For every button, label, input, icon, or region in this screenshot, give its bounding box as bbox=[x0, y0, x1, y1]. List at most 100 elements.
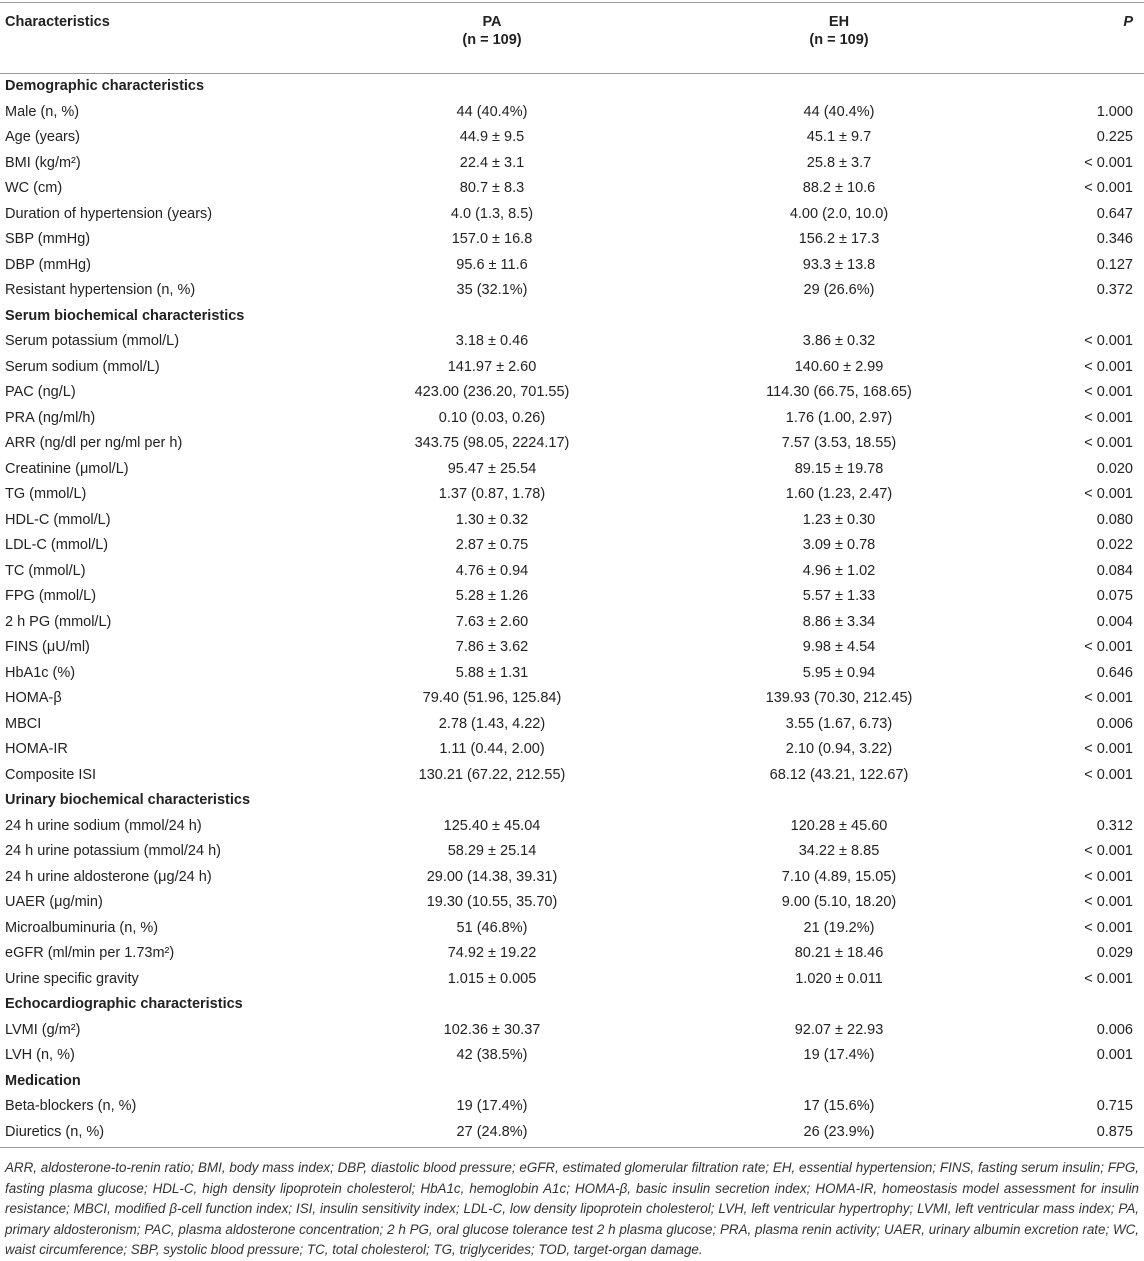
cell: 4.76 ± 0.94 bbox=[455, 562, 529, 579]
cell: 5.88 ± 1.31 bbox=[455, 664, 529, 681]
header-cell: EH (n = 109) bbox=[648, 2, 1030, 74]
row-label: BMI (kg/m²) bbox=[5, 154, 81, 171]
cell: 80.21 ± 18.46 bbox=[794, 945, 884, 961]
cell: 74.92 ± 19.22 bbox=[447, 945, 537, 961]
cell: 68.12 (43.21, 122.67) bbox=[769, 766, 909, 783]
cell: 0.075 bbox=[1096, 588, 1133, 604]
cell: 22.4 ± 3.1 bbox=[459, 154, 525, 171]
cell: 88.2 ± 10.6 bbox=[802, 180, 876, 196]
data-row: WC (cm) 80.7 ± 8.3 88.2 ± 10.6 < 0.001 bbox=[0, 176, 1144, 202]
row-label: ARR (ng/dl per ng/ml per h) bbox=[5, 435, 183, 451]
row-label: TG (mmol/L) bbox=[5, 486, 87, 502]
cell: 21 (19.2%) bbox=[803, 919, 875, 936]
row-label: PAC (ng/L) bbox=[5, 384, 76, 400]
cell: 139.93 (70.30, 212.45) bbox=[765, 690, 913, 706]
section-title: Echocardiographic characteristics bbox=[5, 996, 243, 1012]
cell: < 0.001 bbox=[1084, 766, 1133, 783]
table-header: Characteristics PA (n = 109) EH (n = 109) … bbox=[0, 2, 1144, 74]
section-title: Serum biochemical characteristics bbox=[5, 307, 245, 324]
cell: 1.76 (1.00, 2.97) bbox=[785, 409, 893, 426]
cell: 0.022 bbox=[1096, 537, 1133, 553]
section-row: Medication bbox=[0, 1069, 1144, 1095]
cell: < 0.001 bbox=[1084, 358, 1133, 375]
cell: 343.75 (98.05, 2224.17) bbox=[414, 435, 570, 451]
cell: < 0.001 bbox=[1084, 843, 1133, 859]
row-label: HOMA-IR bbox=[5, 741, 68, 757]
cell: 80.7 ± 8.3 bbox=[459, 180, 525, 196]
footnote: ARR, aldosterone-to-renin ratio; BMI, bo… bbox=[5, 1160, 1139, 1258]
data-row: Urine specific gravity 1.015 ± 0.005 1.020… bbox=[0, 967, 1144, 993]
group-size: (n = 109) bbox=[462, 32, 522, 48]
cell: 156.2 ± 17.3 bbox=[798, 231, 880, 247]
cell: 4.00 (2.0, 10.0) bbox=[789, 205, 889, 222]
section-title: Demographic characteristics bbox=[5, 78, 205, 94]
cell: 0.646 bbox=[1096, 664, 1133, 681]
cell: 0.372 bbox=[1096, 282, 1133, 298]
data-row: FPG (mmol/L) 5.28 ± 1.26 5.57 ± 1.33 0.075 bbox=[0, 584, 1144, 610]
cell: 0.875 bbox=[1030, 1119, 1144, 1148]
cell: 19 (17.4%) bbox=[803, 1047, 875, 1063]
cell: 44 (40.4%) bbox=[456, 103, 528, 120]
cell: < 0.001 bbox=[1084, 384, 1133, 400]
row-label: Age (years) bbox=[5, 129, 80, 145]
cell: 44.9 ± 9.5 bbox=[459, 129, 525, 145]
cell: 141.97 ± 2.60 bbox=[447, 358, 537, 375]
cell: 34.22 ± 8.85 bbox=[798, 843, 880, 859]
row-label: eGFR (ml/min per 1.73m²) bbox=[5, 945, 175, 961]
cell: 9.98 ± 4.54 bbox=[802, 639, 876, 655]
cell: 1.11 (0.44, 2.00) bbox=[439, 741, 545, 757]
data-row: DBP (mmHg) 95.6 ± 11.6 93.3 ± 13.8 0.127 bbox=[0, 253, 1144, 279]
row-label: DBP (mmHg) bbox=[5, 256, 91, 273]
cell: 29.00 (14.38, 39.31) bbox=[426, 868, 558, 885]
cell: 29 (26.6%) bbox=[803, 282, 875, 298]
cell: 89.15 ± 19.78 bbox=[794, 460, 884, 477]
data-row: 2 h PG (mmol/L) 7.63 ± 2.60 8.86 ± 3.34 0.0… bbox=[0, 610, 1144, 636]
data-row: Creatinine (μmol/L) 95.47 ± 25.54 89.15 ± … bbox=[0, 457, 1144, 483]
data-row: HOMA-IR 1.11 (0.44, 2.00) 2.10 (0.94, 3.22… bbox=[0, 737, 1144, 763]
cell: 1.020 ± 0.011 bbox=[795, 970, 883, 987]
cell: 5.95 ± 0.94 bbox=[802, 664, 876, 681]
data-row: UAER (μg/min) 19.30 (10.55, 35.70) 9.00 (5… bbox=[0, 890, 1144, 916]
cell: 1.30 ± 0.32 bbox=[455, 511, 529, 528]
cell: 7.57 (3.53, 18.55) bbox=[781, 435, 897, 451]
header-cell: P bbox=[1030, 2, 1144, 74]
row-label: WC (cm) bbox=[5, 180, 63, 196]
section-row: Echocardiographic characteristics bbox=[0, 992, 1144, 1018]
cell: < 0.001 bbox=[1084, 741, 1133, 757]
cell: < 0.001 bbox=[1084, 919, 1133, 936]
cell: 92.07 ± 22.93 bbox=[794, 1021, 884, 1038]
cell: 1.60 (1.23, 2.47) bbox=[785, 486, 893, 502]
cell: 5.28 ± 1.26 bbox=[455, 588, 529, 604]
data-row: HOMA-β 79.40 (51.96, 125.84) 139.93 (70.30… bbox=[0, 686, 1144, 712]
cell: 130.21 (67.22, 212.55) bbox=[418, 766, 566, 783]
cell: 58.29 ± 25.14 bbox=[447, 843, 537, 859]
data-row: Age (years) 44.9 ± 9.5 45.1 ± 9.7 0.225 bbox=[0, 125, 1144, 151]
cell: < 0.001 bbox=[1084, 690, 1133, 706]
data-row: HDL-C (mmol/L) 1.30 ± 0.32 1.23 ± 0.30 0.08… bbox=[0, 508, 1144, 534]
row-label: 24 h urine aldosterone (μg/24 h) bbox=[5, 868, 212, 885]
cell: 42 (38.5%) bbox=[456, 1047, 528, 1063]
row-label: UAER (μg/min) bbox=[5, 894, 103, 910]
header-cell: PA (n = 109) bbox=[336, 2, 648, 74]
cell: 3.55 (1.67, 6.73) bbox=[785, 715, 893, 732]
data-row: MBCI 2.78 (1.43, 4.22) 3.55 (1.67, 6.73) 0.… bbox=[0, 712, 1144, 738]
cell: 102.36 ± 30.37 bbox=[443, 1021, 541, 1038]
data-row: Male (n, %) 44 (40.4%) 44 (40.4%) 1.000 bbox=[0, 100, 1144, 126]
cell: 157.0 ± 16.8 bbox=[451, 231, 533, 247]
row-label: SBP (mmHg) bbox=[5, 231, 91, 247]
cell: 140.60 ± 2.99 bbox=[794, 358, 884, 375]
characteristics-table: Characteristics PA (n = 109) EH (n = 109) … bbox=[0, 2, 1144, 1148]
cell: < 0.001 bbox=[1084, 970, 1133, 987]
cell: 125.40 ± 45.04 bbox=[443, 817, 541, 834]
data-row: eGFR (ml/min per 1.73m²) 74.92 ± 19.22 80.… bbox=[0, 941, 1144, 967]
cell: 0.029 bbox=[1096, 945, 1133, 961]
cell: 120.28 ± 45.60 bbox=[790, 817, 888, 834]
data-row: Diuretics (n, %) 27 (24.8%) 26 (23.9%) 0.87… bbox=[0, 1119, 1144, 1148]
cell: 0.10 (0.03, 0.26) bbox=[438, 409, 546, 426]
cell: 9.00 (5.10, 18.20) bbox=[781, 894, 897, 910]
cell: 0.312 bbox=[1096, 817, 1133, 834]
row-label: Creatinine (μmol/L) bbox=[5, 460, 129, 477]
cell: 0.346 bbox=[1096, 231, 1133, 247]
row-label: HOMA-β bbox=[5, 690, 62, 706]
cell: 0.020 bbox=[1096, 460, 1133, 477]
